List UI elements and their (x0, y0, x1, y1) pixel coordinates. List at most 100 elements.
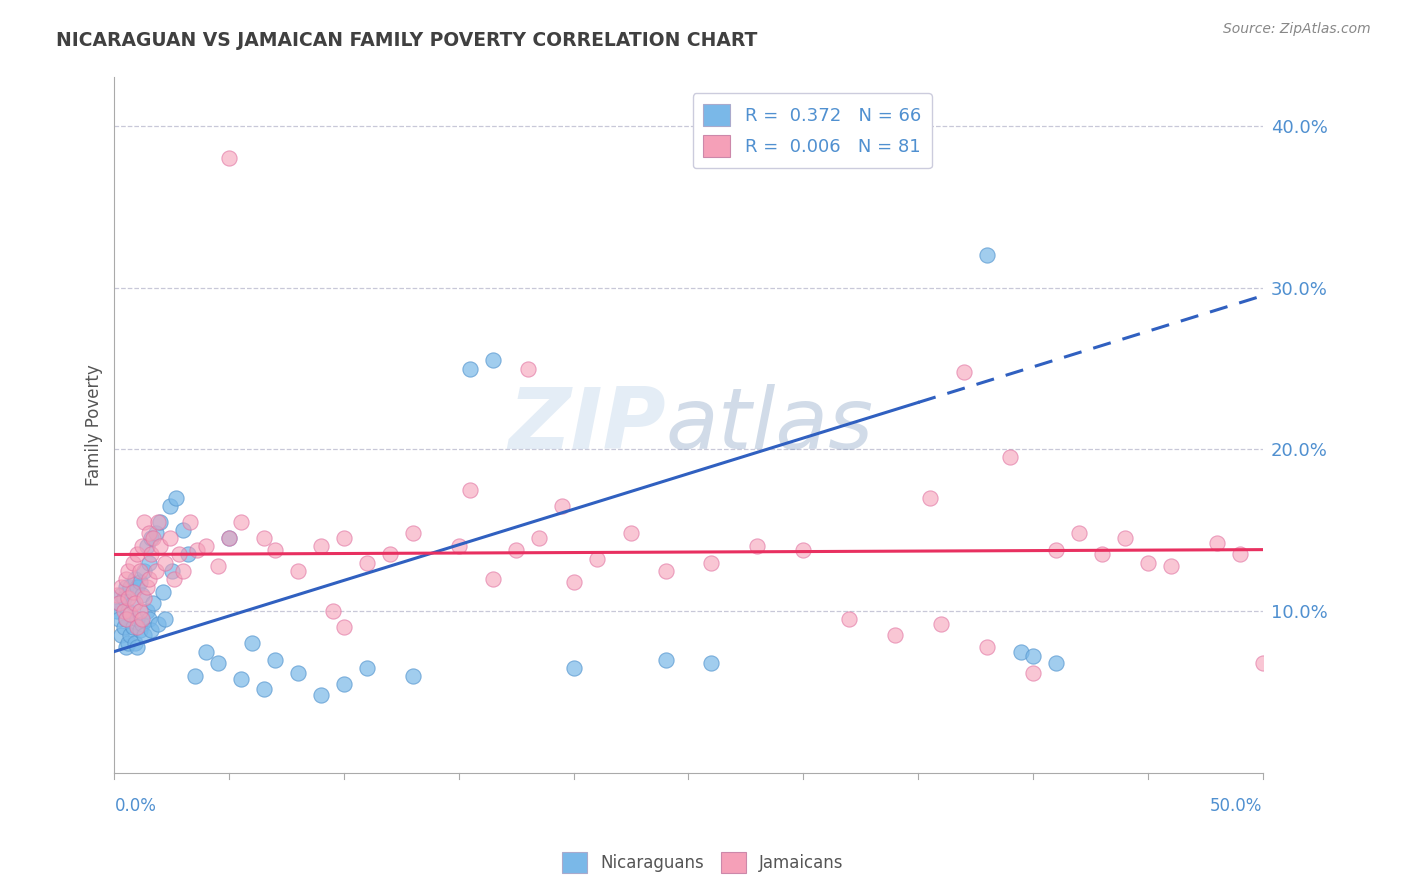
Point (128, 604, 150, 618)
Point (152, 584, 174, 599)
Point (115, 612, 138, 626)
Point (115, 580, 138, 594)
Text: 0.0%: 0.0% (114, 797, 156, 815)
Point (110, 580, 132, 594)
Point (153, 556, 176, 570)
Point (700, 556, 723, 570)
Point (953, 365, 976, 379)
Point (141, 531, 163, 545)
Point (264, 542, 287, 557)
Point (1010, 644, 1032, 658)
Point (177, 548, 200, 562)
Point (1160, 558, 1182, 573)
Point (105, 604, 128, 618)
Point (110, 588, 132, 602)
Point (195, 644, 218, 658)
Point (747, 540, 769, 554)
Point (562, 661, 585, 675)
Point (1091, 548, 1114, 562)
Point (146, 617, 169, 632)
Point (195, 540, 218, 554)
Point (142, 531, 165, 545)
Point (356, 661, 378, 675)
Point (378, 548, 401, 562)
Point (1022, 665, 1045, 680)
Point (124, 572, 146, 586)
Point (264, 652, 287, 666)
Point (253, 531, 276, 545)
Point (127, 548, 149, 562)
Point (179, 515, 201, 529)
Point (516, 361, 538, 376)
Point (135, 604, 157, 618)
Text: 50.0%: 50.0% (1211, 797, 1263, 815)
Point (117, 564, 139, 578)
Point (218, 531, 240, 545)
Point (160, 564, 183, 578)
Point (186, 542, 208, 557)
Point (128, 564, 150, 578)
Point (105, 588, 128, 602)
Point (135, 540, 157, 554)
Point (976, 248, 998, 262)
Point (172, 564, 194, 578)
Point (1045, 542, 1067, 557)
Point (112, 604, 135, 618)
Point (138, 612, 160, 626)
Point (127, 612, 149, 626)
Point (112, 620, 135, 634)
Point (402, 526, 425, 541)
Point (127, 580, 149, 594)
Point (138, 526, 160, 541)
Point (322, 604, 344, 618)
Point (838, 612, 860, 626)
Point (146, 515, 169, 529)
Point (287, 665, 309, 680)
Point (184, 669, 207, 683)
Point (229, 672, 252, 686)
Point (482, 572, 505, 586)
Point (115, 572, 138, 586)
Point (207, 558, 229, 573)
Point (402, 669, 425, 683)
Point (121, 584, 143, 599)
Point (138, 572, 160, 586)
Point (585, 552, 607, 566)
Point (134, 564, 156, 578)
Point (145, 526, 167, 541)
Point (229, 515, 252, 529)
Point (142, 596, 165, 610)
Point (163, 572, 186, 586)
Point (460, 483, 482, 497)
Point (356, 556, 378, 570)
Point (141, 548, 163, 562)
Point (117, 604, 139, 618)
Point (128, 574, 150, 589)
Point (287, 564, 309, 578)
Point (117, 636, 139, 650)
Point (149, 515, 172, 529)
Point (134, 628, 156, 642)
Point (998, 450, 1021, 465)
Text: Source: ZipAtlas.com: Source: ZipAtlas.com (1223, 22, 1371, 37)
Point (460, 361, 482, 376)
Point (149, 540, 172, 554)
Point (172, 523, 194, 537)
Point (134, 591, 156, 606)
Point (505, 542, 527, 557)
Point (1205, 536, 1227, 550)
Point (128, 624, 150, 638)
Point (159, 531, 181, 545)
Text: atlas: atlas (665, 384, 873, 467)
Point (1022, 649, 1045, 664)
Legend: Nicaraguans, Jamaicans: Nicaraguans, Jamaicans (555, 846, 851, 880)
Point (1229, 548, 1251, 562)
Point (240, 636, 263, 650)
Point (131, 588, 153, 602)
Point (918, 491, 941, 505)
Point (976, 640, 998, 654)
Point (153, 612, 176, 626)
Point (218, 151, 240, 165)
Point (1251, 656, 1274, 670)
Point (108, 596, 131, 610)
